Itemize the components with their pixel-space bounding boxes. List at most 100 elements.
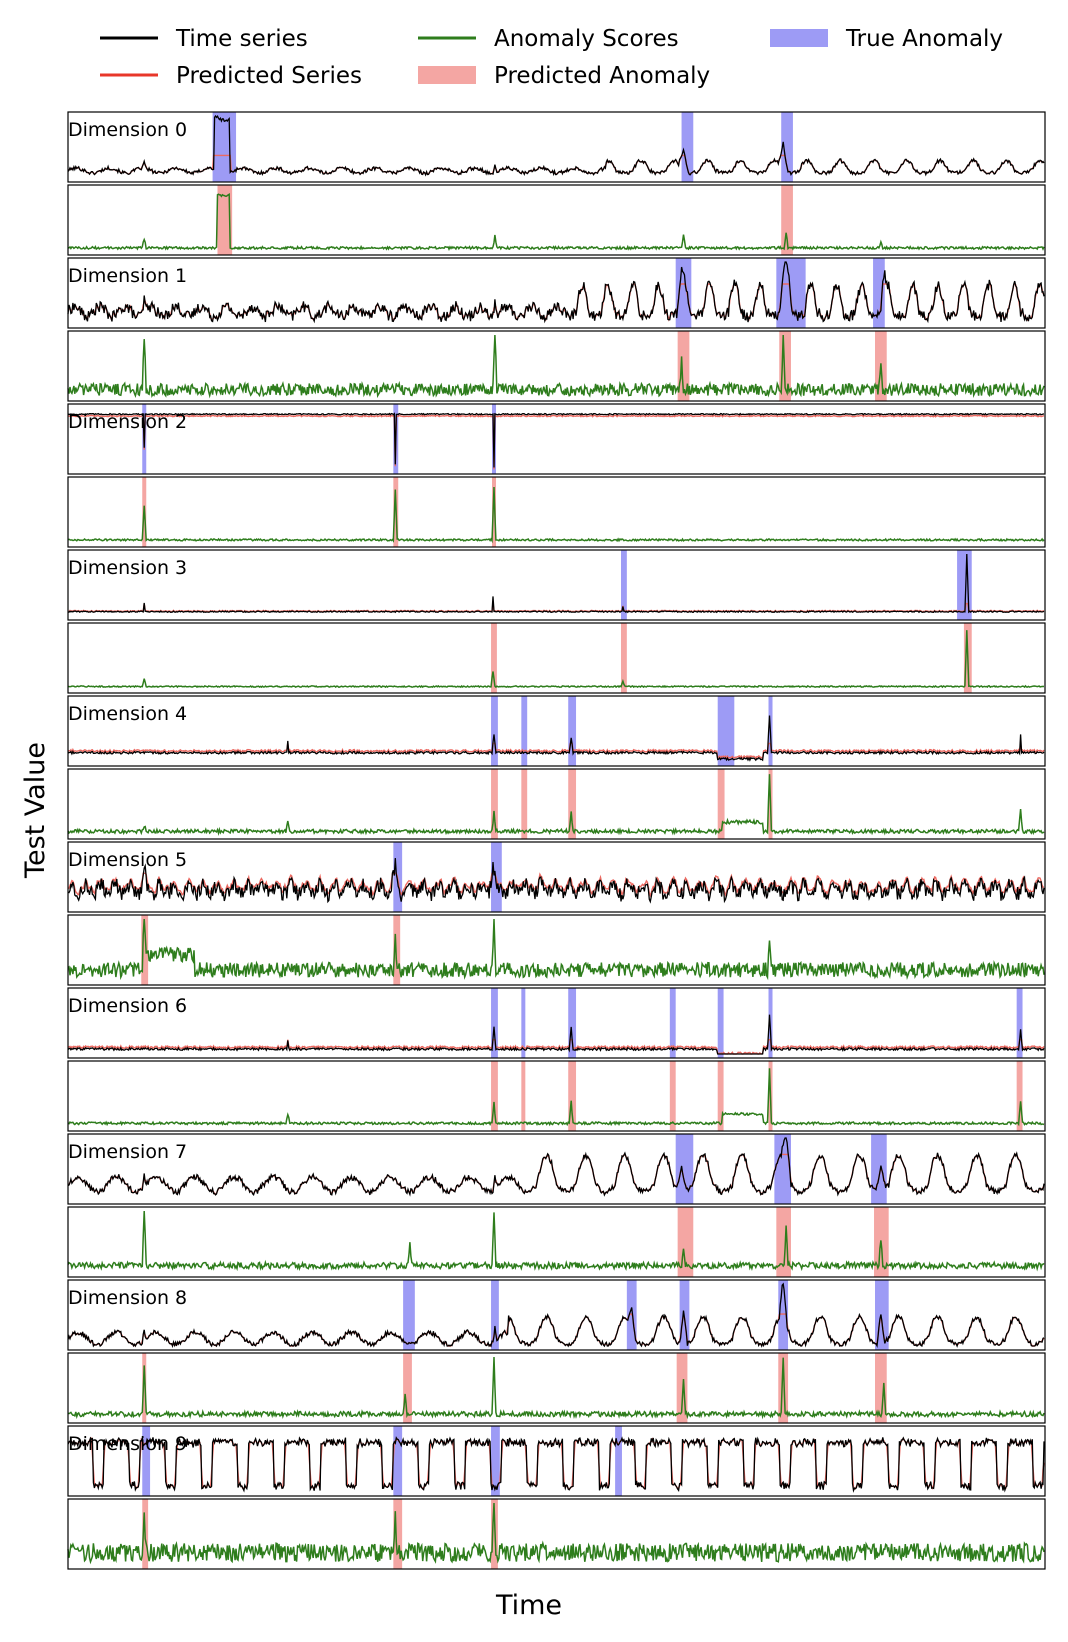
anomaly-score-line xyxy=(67,1210,1045,1272)
true-anomaly-band xyxy=(568,696,577,766)
score-panel-4 xyxy=(67,768,1046,840)
score-panel-frame xyxy=(67,1206,1046,1278)
predicted-anomaly-band xyxy=(393,1499,403,1569)
legend-entry: Predicted Anomaly xyxy=(418,63,710,89)
series-panel-frame xyxy=(67,987,1046,1059)
series-panel-9: Dimension 9 xyxy=(67,1425,1046,1497)
dimension-label: Dimension 9 xyxy=(68,1433,187,1455)
dimension-label: Dimension 8 xyxy=(68,1287,187,1309)
legend-entry: Predicted Series xyxy=(100,63,362,89)
predicted-anomaly-band xyxy=(779,331,791,401)
true-anomaly-band xyxy=(781,112,793,182)
series-panel-6: Dimension 6 xyxy=(67,987,1046,1059)
dimension-8-group: Dimension 8 xyxy=(67,1279,1046,1424)
time-series-line xyxy=(67,1014,1045,1055)
dimension-label: Dimension 3 xyxy=(68,557,187,579)
score-panel-frame xyxy=(67,1498,1046,1570)
chart-panels: Dimension 0 Dimension 1 Dimension 2 Dimensi… xyxy=(67,111,1046,1570)
score-panel-0 xyxy=(67,184,1046,256)
time-series-line xyxy=(67,1137,1045,1197)
time-series-line xyxy=(67,412,1045,468)
legend-label: Predicted Anomaly xyxy=(494,63,710,89)
score-panel-frame xyxy=(67,768,1046,840)
dimension-label: Dimension 4 xyxy=(68,703,187,725)
predicted-anomaly-band xyxy=(491,623,497,693)
anomaly-score-line xyxy=(67,1068,1045,1127)
time-series-line xyxy=(67,858,1045,904)
legend-patch-swatch xyxy=(418,66,476,84)
legend-label: Time series xyxy=(175,26,308,52)
true-anomaly-band xyxy=(717,988,724,1058)
time-series-line xyxy=(67,715,1045,762)
legend-entry: Anomaly Scores xyxy=(418,26,679,52)
true-anomaly-band xyxy=(491,1426,500,1496)
true-anomaly-band xyxy=(521,988,526,1058)
true-anomaly-band xyxy=(620,550,627,620)
score-panel-5 xyxy=(67,914,1046,986)
predicted-anomaly-band xyxy=(620,623,627,693)
predicted-anomaly-band xyxy=(521,769,528,839)
dimension-label: Dimension 1 xyxy=(68,265,187,287)
series-panel-frame xyxy=(67,1425,1046,1497)
predicted-anomaly-band xyxy=(521,1061,526,1131)
true-anomaly-band xyxy=(675,258,692,328)
series-panel-frame xyxy=(67,549,1046,621)
true-anomaly-band xyxy=(403,1280,415,1350)
dimension-1-group: Dimension 1 xyxy=(67,257,1046,402)
x-axis-title: Time xyxy=(495,1590,562,1621)
true-anomaly-band xyxy=(873,258,885,328)
true-anomaly-band xyxy=(491,1280,499,1350)
predicted-series-line xyxy=(67,1437,1045,1491)
series-panel-frame xyxy=(67,111,1046,183)
anomaly-score-line xyxy=(67,774,1045,836)
chart-legend: Time series Predicted Series Anomaly Score… xyxy=(100,26,1003,89)
true-anomaly-band xyxy=(675,1134,694,1204)
anomaly-score-line xyxy=(67,1502,1045,1565)
legend-label: Predicted Series xyxy=(176,63,362,89)
predicted-anomaly-band xyxy=(875,1353,887,1423)
time-series-line xyxy=(67,553,1045,614)
series-panel-0: Dimension 0 xyxy=(67,111,1046,183)
anomaly-score-line xyxy=(67,1356,1045,1420)
predicted-anomaly-band xyxy=(403,1353,412,1423)
score-panel-frame xyxy=(67,184,1046,256)
predicted-anomaly-band xyxy=(568,1061,577,1131)
predicted-anomaly-band xyxy=(778,1353,789,1423)
predicted-series-line xyxy=(67,742,1045,760)
predicted-anomaly-band xyxy=(492,477,497,547)
dimension-9-group: Dimension 9 xyxy=(67,1425,1046,1570)
anomaly-score-line xyxy=(67,334,1045,399)
true-anomaly-band xyxy=(615,1426,622,1496)
true-anomaly-band xyxy=(568,988,577,1058)
true-anomaly-band xyxy=(142,1426,151,1496)
score-panel-1 xyxy=(67,330,1046,402)
predicted-series-line xyxy=(67,1153,1045,1196)
score-panel-frame xyxy=(67,622,1046,694)
score-panel-6 xyxy=(67,1060,1046,1132)
predicted-anomaly-band xyxy=(142,1353,147,1423)
true-anomaly-band xyxy=(1016,988,1023,1058)
true-anomaly-band xyxy=(871,1134,887,1204)
predicted-series-line xyxy=(67,602,1045,613)
predicted-anomaly-band xyxy=(717,1061,724,1131)
true-anomaly-band xyxy=(491,696,498,766)
legend-entry: True Anomaly xyxy=(770,26,1003,52)
dimension-label: Dimension 2 xyxy=(68,411,187,433)
dimension-4-group: Dimension 4 xyxy=(67,695,1046,840)
time-series-line xyxy=(67,261,1045,324)
score-panel-frame xyxy=(67,1352,1046,1424)
legend-entry: Time series xyxy=(100,26,308,52)
predicted-anomaly-band xyxy=(393,915,401,985)
predicted-anomaly-band xyxy=(491,1061,498,1131)
anomaly-score-line xyxy=(67,192,1045,251)
predicted-anomaly-band xyxy=(217,185,233,255)
series-panel-frame xyxy=(67,403,1046,475)
predicted-series-line xyxy=(67,1039,1045,1055)
true-anomaly-band xyxy=(393,1426,403,1496)
predicted-anomaly-band xyxy=(568,769,577,839)
series-panel-4: Dimension 4 xyxy=(67,695,1046,767)
true-anomaly-band xyxy=(717,696,735,766)
time-series-line xyxy=(67,1282,1045,1349)
anomaly-score-line xyxy=(67,630,1045,689)
